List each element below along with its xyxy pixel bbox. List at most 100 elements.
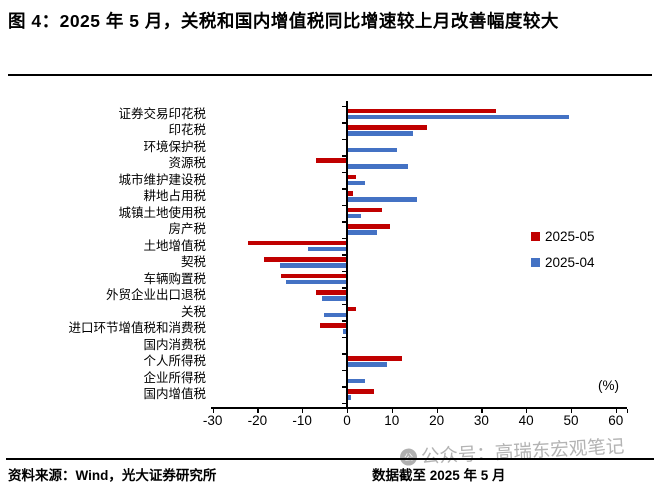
y-axis-tick — [342, 204, 346, 207]
legend-swatch-blue — [531, 258, 540, 267]
y-axis-line — [346, 101, 348, 407]
x-axis-tick — [302, 408, 304, 413]
category-label: 外贸企业出口退税 — [105, 288, 206, 302]
category-label: 个人所得税 — [143, 354, 206, 368]
bar-2025-04 — [347, 164, 408, 169]
category-label: 证券交易印花税 — [118, 106, 206, 121]
category-label: 土地增值税 — [143, 238, 206, 253]
y-axis-tick — [342, 171, 346, 174]
bar-2025-05 — [347, 224, 390, 229]
category-label: 车辆购置税 — [143, 271, 206, 286]
title-divider — [8, 74, 652, 76]
category-label: 资源税 — [168, 156, 206, 170]
x-axis-tick-label: -30 — [202, 413, 223, 428]
bar-2025-04 — [347, 180, 366, 186]
x-axis-tick — [481, 408, 483, 413]
x-axis-tick-label: -20 — [247, 413, 268, 428]
x-axis-tick — [626, 408, 628, 413]
bar-2025-04 — [279, 263, 347, 268]
bar-2025-05 — [315, 158, 347, 163]
x-axis-tick-label: 60 — [608, 413, 624, 428]
x-axis-tick — [571, 408, 573, 413]
legend-item-2025-04: 2025-04 — [531, 255, 595, 270]
y-axis-tick — [342, 254, 346, 256]
bar-2025-05 — [347, 306, 356, 312]
x-axis-tick-label: 0 — [343, 413, 351, 428]
x-axis-tick-label: -10 — [292, 413, 312, 428]
y-axis-tick — [342, 353, 346, 355]
bar-2025-05 — [347, 389, 375, 394]
y-axis-tick — [342, 237, 346, 240]
unit-label: (%) — [598, 378, 619, 393]
figure-title: 图 4：2025 年 5 月，关税和国内增值税同比增速较上月改善幅度较大 — [8, 11, 559, 31]
x-axis-tick-label: 10 — [384, 413, 400, 428]
category-label: 关税 — [180, 304, 206, 319]
category-label: 耕地占用税 — [143, 189, 206, 203]
bar-2025-04 — [347, 213, 361, 219]
x-axis-tick — [436, 408, 438, 413]
y-axis-tick — [342, 287, 346, 289]
bar-2025-05 — [247, 240, 347, 246]
y-axis-tick — [342, 402, 346, 405]
bar-2025-05 — [347, 108, 496, 114]
category-label: 环境保护税 — [143, 139, 206, 154]
category-label: 契税 — [180, 255, 206, 269]
category-label: 房产税 — [168, 222, 206, 236]
bar-2025-05 — [347, 207, 382, 213]
bar-2025-04 — [347, 197, 418, 202]
y-axis-tick — [342, 221, 346, 223]
x-axis-tick — [347, 408, 349, 413]
x-axis-line — [211, 407, 627, 409]
y-axis-tick — [342, 105, 346, 108]
y-axis-tick — [342, 386, 346, 388]
x-axis-tick-label: 40 — [518, 413, 534, 428]
x-axis-tick — [257, 408, 259, 413]
x-axis-tick — [391, 408, 394, 413]
source-note: 资料来源：Wind，光大证券研究所 — [8, 468, 217, 483]
bar-2025-04 — [347, 114, 570, 120]
data-cutoff-note: 数据截至 2025 年 5 月 — [372, 468, 506, 483]
bar-2025-04 — [347, 147, 397, 153]
legend-item-2025-05: 2025-05 — [531, 229, 595, 244]
x-axis-tick — [526, 408, 528, 413]
bar-2025-05 — [347, 174, 357, 180]
category-label: 企业所得税 — [143, 370, 206, 385]
bar-2025-04 — [324, 312, 347, 318]
bar-2025-04 — [308, 246, 347, 252]
y-axis-tick — [342, 336, 346, 339]
bar-2025-04 — [347, 230, 378, 235]
x-axis-tick — [212, 408, 214, 413]
legend-label-2025-05: 2025-05 — [545, 229, 595, 244]
bar-2025-05 — [263, 257, 347, 262]
category-label: 国内增值税 — [143, 387, 206, 401]
category-label: 进口环节增值税和消费税 — [68, 321, 206, 335]
category-label: 城市维护建设税 — [118, 172, 206, 187]
y-axis-tick — [342, 138, 346, 141]
y-axis-tick — [342, 122, 346, 124]
bar-2025-04 — [347, 378, 365, 384]
bar-2025-05 — [347, 339, 349, 345]
chart-legend: 2025-05 2025-04 — [531, 229, 595, 282]
watermark-logo-icon: 公 — [399, 447, 418, 466]
bar-2025-04 — [347, 131, 414, 136]
y-axis-tick — [342, 270, 346, 273]
x-axis-tick — [615, 408, 618, 413]
y-axis-tick — [342, 188, 346, 190]
bar-2025-04 — [347, 395, 351, 400]
x-axis-tick-label: 20 — [429, 413, 445, 428]
bar-2025-04 — [342, 329, 347, 334]
category-label: 城镇土地使用税 — [118, 205, 206, 220]
y-axis-tick — [342, 155, 346, 157]
bar-2025-04 — [321, 296, 347, 301]
bar-2025-05 — [347, 125, 427, 130]
y-axis-tick — [342, 369, 346, 372]
bar-2025-05 — [347, 191, 353, 196]
legend-swatch-red — [531, 232, 540, 241]
category-label: 国内消费税 — [143, 337, 206, 352]
x-axis-tick-label: 50 — [563, 413, 579, 428]
x-axis-tick-label: 30 — [473, 413, 489, 428]
category-label: 印花税 — [168, 123, 206, 137]
y-axis-tick — [342, 320, 346, 322]
bar-2025-05 — [347, 356, 402, 361]
